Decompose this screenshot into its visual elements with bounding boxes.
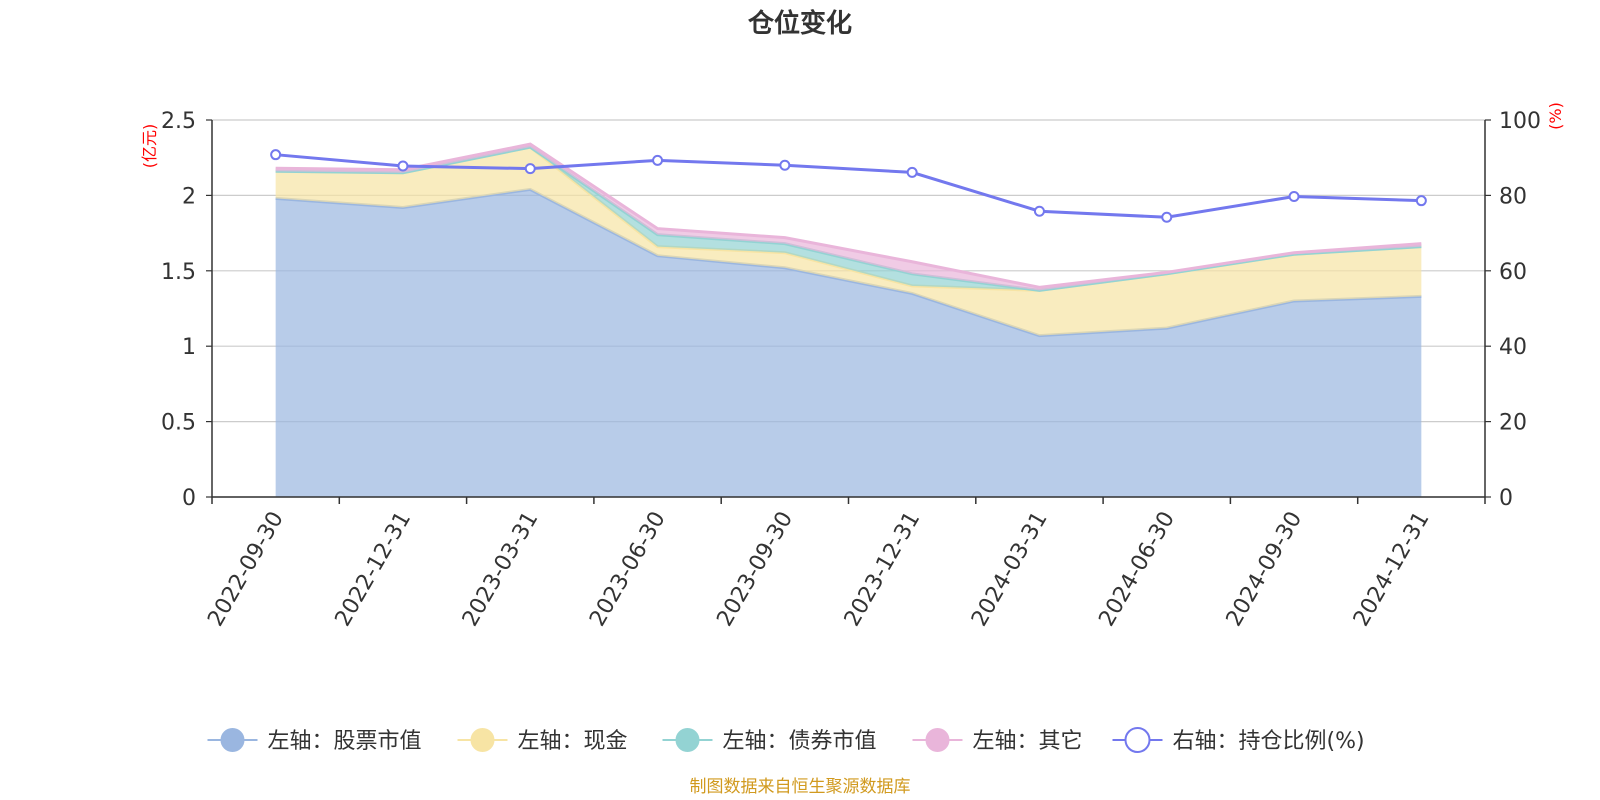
legend-marker <box>220 728 245 752</box>
legend-label: 左轴：股票市值 <box>268 729 422 754</box>
x-tick-label: 2024-03-31 <box>967 508 1053 631</box>
legend-label: 左轴：现金 <box>518 729 628 754</box>
legend-item: 右轴：持仓比例(%) <box>1112 727 1365 754</box>
left-tick-label: 0 <box>182 486 196 511</box>
area-左轴：债券市值 <box>275 147 1422 291</box>
legend-label: 左轴：债券市值 <box>723 729 877 754</box>
area-左轴：股票市值 <box>275 189 1422 498</box>
x-tick-label: 2023-06-30 <box>585 508 671 631</box>
right-tick-label: 80 <box>1499 184 1527 209</box>
ratio-point <box>270 149 282 161</box>
legend-label: 右轴：持仓比例(%) <box>1173 729 1365 754</box>
right-tick-label: 60 <box>1499 260 1527 285</box>
legend-marker <box>925 728 950 752</box>
left-tick-label: 0.5 <box>161 411 196 436</box>
legend-item: 左轴：债券市值 <box>662 728 877 754</box>
ratio-line <box>270 149 1427 223</box>
legend-item: 左轴：现金 <box>457 728 628 754</box>
legend-label: 左轴：其它 <box>973 729 1083 754</box>
ratio-point <box>906 166 918 178</box>
x-tick-label: 2024-09-30 <box>1222 508 1308 631</box>
right-tick-label: 100 <box>1499 109 1541 134</box>
legend-marker <box>1124 727 1151 753</box>
x-tick-label: 2023-12-31 <box>840 508 926 631</box>
x-tick-label: 2022-09-30 <box>203 508 289 631</box>
right-axis-unit: (%) <box>1546 102 1565 130</box>
right-tick-label: 20 <box>1499 411 1527 436</box>
left-tick-label: 2 <box>182 184 196 209</box>
ratio-point <box>1288 191 1300 203</box>
ratio-point <box>779 159 791 171</box>
ratio-point <box>397 160 409 172</box>
ratio-point <box>1033 205 1045 217</box>
x-tick-label: 2024-12-31 <box>1349 508 1435 631</box>
ratio-point <box>1415 195 1427 207</box>
source-note: 制图数据来自恒生聚源数据库 <box>690 777 911 797</box>
x-tick-label: 2023-09-30 <box>712 508 798 631</box>
area-edge-左轴：其它 <box>275 142 1422 289</box>
x-tick-label: 2023-03-31 <box>458 508 544 631</box>
ratio-point <box>524 163 536 175</box>
ratio-point <box>652 154 664 166</box>
legend: 左轴：股票市值 左轴：现金 左轴：债券市值 左轴：其它 右轴：持仓比例(%) <box>207 727 1365 754</box>
right-tick-label: 0 <box>1499 486 1513 511</box>
x-tick-label: 2022-12-31 <box>331 508 417 631</box>
right-tick-label: 40 <box>1499 335 1527 360</box>
left-axis-unit: (亿元) <box>140 124 159 169</box>
legend-marker <box>675 728 700 752</box>
x-tick-label: 2024-06-30 <box>1094 508 1180 631</box>
chart-title: 仓位变化 <box>747 8 852 39</box>
area-左轴：现金 <box>275 147 1422 336</box>
left-tick-label: 1 <box>182 335 196 360</box>
ratio-point <box>1161 211 1173 223</box>
left-tick-label: 1.5 <box>161 260 196 285</box>
stacked-areas <box>275 142 1422 498</box>
legend-marker <box>470 728 495 752</box>
legend-item: 左轴：股票市值 <box>207 728 422 754</box>
legend-item: 左轴：其它 <box>912 728 1083 754</box>
ratio-line-path <box>275 153 1422 219</box>
left-tick-label: 2.5 <box>161 109 196 134</box>
